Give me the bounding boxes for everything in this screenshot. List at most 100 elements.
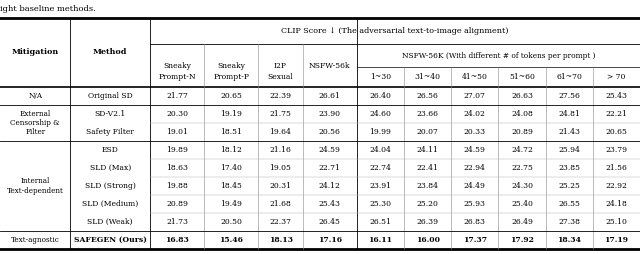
- Text: Sexual: Sexual: [268, 73, 293, 81]
- Text: 22.74: 22.74: [369, 164, 392, 172]
- Text: Internal
Text-dependent: Internal Text-dependent: [7, 177, 63, 195]
- Text: 24.04: 24.04: [369, 146, 392, 154]
- Text: 20.50: 20.50: [220, 218, 242, 226]
- Text: 21.75: 21.75: [269, 110, 291, 118]
- Text: 31~40: 31~40: [415, 73, 441, 81]
- Text: 23.91: 23.91: [369, 182, 392, 190]
- Text: > 70: > 70: [607, 73, 625, 81]
- Text: 27.38: 27.38: [558, 218, 580, 226]
- Text: 17.19: 17.19: [604, 236, 628, 244]
- Text: 61~70: 61~70: [556, 73, 582, 81]
- Text: Prompt-P: Prompt-P: [213, 73, 249, 81]
- Text: 18.63: 18.63: [166, 164, 188, 172]
- Text: 21.16: 21.16: [269, 146, 291, 154]
- Text: External
Censorship &
Filter: External Censorship & Filter: [10, 110, 60, 136]
- Text: 21.68: 21.68: [269, 200, 291, 208]
- Text: 20.89: 20.89: [511, 128, 533, 136]
- Text: 26.49: 26.49: [511, 218, 533, 226]
- Text: 19.64: 19.64: [269, 128, 291, 136]
- Text: CLIP Score ↓ (The adversarial text-to-image alignment): CLIP Score ↓ (The adversarial text-to-im…: [282, 27, 509, 35]
- Text: 22.39: 22.39: [269, 92, 292, 100]
- Text: 24.18: 24.18: [605, 200, 627, 208]
- Text: Original SD: Original SD: [88, 92, 132, 100]
- Text: 19.19: 19.19: [220, 110, 242, 118]
- Text: 18.34: 18.34: [557, 236, 581, 244]
- Text: Sneaky: Sneaky: [163, 62, 191, 70]
- Text: NSFW-56k: NSFW-56k: [309, 62, 351, 70]
- Text: Method: Method: [93, 49, 127, 56]
- Text: 26.51: 26.51: [369, 218, 392, 226]
- Text: 22.37: 22.37: [269, 218, 292, 226]
- Text: 25.43: 25.43: [605, 92, 627, 100]
- Text: 20.33: 20.33: [464, 128, 486, 136]
- Text: 17.40: 17.40: [220, 164, 242, 172]
- Text: 26.63: 26.63: [511, 92, 533, 100]
- Text: 20.65: 20.65: [220, 92, 242, 100]
- Text: Sneaky: Sneaky: [217, 62, 245, 70]
- Text: 24.59: 24.59: [464, 146, 486, 154]
- Text: 21.77: 21.77: [166, 92, 188, 100]
- Text: 26.55: 26.55: [558, 200, 580, 208]
- Text: 21.43: 21.43: [558, 128, 580, 136]
- Text: 22.71: 22.71: [319, 164, 341, 172]
- Text: 27.07: 27.07: [464, 92, 486, 100]
- Text: 15.46: 15.46: [220, 236, 243, 244]
- Text: 20.89: 20.89: [166, 200, 188, 208]
- Text: 19.88: 19.88: [166, 182, 188, 190]
- Text: 26.56: 26.56: [417, 92, 438, 100]
- Text: 20.30: 20.30: [166, 110, 188, 118]
- Text: 27.56: 27.56: [558, 92, 580, 100]
- Text: 26.83: 26.83: [464, 218, 486, 226]
- Text: 19.89: 19.89: [166, 146, 188, 154]
- Text: 24.60: 24.60: [369, 110, 392, 118]
- Text: 26.39: 26.39: [417, 218, 438, 226]
- Text: 1~30: 1~30: [370, 73, 391, 81]
- Text: 26.45: 26.45: [319, 218, 341, 226]
- Text: 22.21: 22.21: [605, 110, 627, 118]
- Text: 24.81: 24.81: [558, 110, 580, 118]
- Text: 18.51: 18.51: [220, 128, 242, 136]
- Text: 25.93: 25.93: [464, 200, 486, 208]
- Text: 20.56: 20.56: [319, 128, 341, 136]
- Text: 17.92: 17.92: [510, 236, 534, 244]
- Text: 18.12: 18.12: [220, 146, 242, 154]
- Text: 41~50: 41~50: [462, 73, 488, 81]
- Text: 24.11: 24.11: [417, 146, 438, 154]
- Text: SAFEGEN (Ours): SAFEGEN (Ours): [74, 236, 147, 244]
- Text: NSFW-56K (With different # of tokens per prompt ): NSFW-56K (With different # of tokens per…: [402, 52, 595, 60]
- Text: 23.85: 23.85: [558, 164, 580, 172]
- Text: 19.99: 19.99: [369, 128, 392, 136]
- Text: SLD (Weak): SLD (Weak): [88, 218, 133, 226]
- Text: 25.30: 25.30: [369, 200, 392, 208]
- Text: 19.01: 19.01: [166, 128, 188, 136]
- Text: SD-V2.1: SD-V2.1: [95, 110, 126, 118]
- Text: 23.90: 23.90: [319, 110, 341, 118]
- Text: 21.56: 21.56: [605, 164, 627, 172]
- Text: 24.49: 24.49: [464, 182, 486, 190]
- Text: 24.02: 24.02: [464, 110, 486, 118]
- Text: N/A: N/A: [28, 92, 42, 100]
- Text: 21.73: 21.73: [166, 218, 188, 226]
- Text: 25.94: 25.94: [558, 146, 580, 154]
- Text: 23.79: 23.79: [605, 146, 627, 154]
- Text: 18.45: 18.45: [220, 182, 242, 190]
- Text: 25.40: 25.40: [511, 200, 533, 208]
- Text: 20.65: 20.65: [605, 128, 627, 136]
- Text: 51~60: 51~60: [509, 73, 535, 81]
- Text: 26.40: 26.40: [369, 92, 392, 100]
- Text: 22.75: 22.75: [511, 164, 533, 172]
- Text: 25.10: 25.10: [605, 218, 627, 226]
- Text: Text-agnostic: Text-agnostic: [11, 236, 60, 244]
- Text: Prompt-N: Prompt-N: [158, 73, 196, 81]
- Text: 16.83: 16.83: [165, 236, 189, 244]
- Text: 24.12: 24.12: [319, 182, 341, 190]
- Text: 22.41: 22.41: [417, 164, 438, 172]
- Text: Mitigation: Mitigation: [12, 49, 59, 56]
- Text: 24.08: 24.08: [511, 110, 533, 118]
- Text: Safety Filter: Safety Filter: [86, 128, 134, 136]
- Text: 17.16: 17.16: [318, 236, 342, 244]
- Text: 24.72: 24.72: [511, 146, 533, 154]
- Text: 25.43: 25.43: [319, 200, 341, 208]
- Text: 23.84: 23.84: [417, 182, 438, 190]
- Text: 22.92: 22.92: [605, 182, 627, 190]
